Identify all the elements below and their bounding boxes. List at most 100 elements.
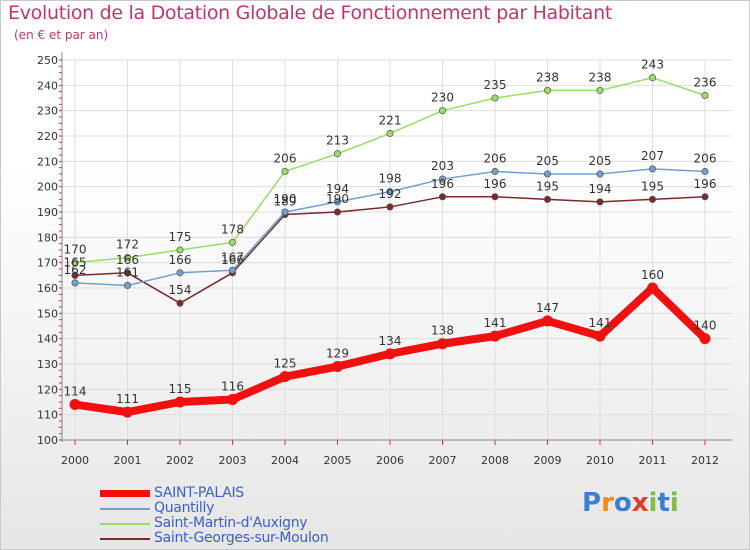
data-point [174, 396, 186, 408]
y-tick-label: 210 [37, 155, 58, 168]
data-point [491, 94, 499, 102]
data-label: 154 [169, 283, 192, 297]
x-tick-label: 2008 [481, 454, 509, 467]
data-point [438, 107, 447, 115]
proxiti-logo: Proxiti [582, 488, 679, 518]
data-point [228, 266, 237, 274]
data-label: 195 [536, 179, 559, 193]
data-label: 230 [431, 91, 454, 105]
data-label: 205 [536, 154, 559, 168]
y-tick-label: 190 [37, 206, 58, 219]
data-point [701, 91, 709, 100]
legend-label: Saint-Georges-sur-Moulon [154, 530, 329, 546]
data-point [596, 170, 604, 178]
data-point [701, 193, 709, 201]
logo-letter: x [631, 488, 649, 518]
y-tick-label: 110 [37, 409, 58, 422]
data-label: 206 [484, 151, 507, 165]
data-point [122, 406, 133, 418]
data-point [279, 371, 291, 383]
data-point [542, 315, 553, 327]
data-point [281, 167, 289, 176]
legend-label: SAINT-PALAIS [154, 485, 244, 501]
y-tick-label: 250 [37, 54, 58, 67]
data-label: 206 [274, 151, 297, 165]
data-label: 196 [484, 177, 507, 191]
logo-letter: P [582, 488, 602, 518]
data-label: 161 [116, 265, 139, 279]
data-label: 235 [484, 78, 507, 92]
data-point [176, 269, 184, 277]
data-point [491, 167, 499, 176]
data-point [227, 393, 238, 405]
legend-label: Saint-Martin-d'Auxigny [154, 515, 308, 531]
data-point [543, 86, 552, 94]
data-point [386, 129, 394, 138]
data-point [332, 361, 343, 373]
data-point [699, 333, 711, 345]
data-label: 115 [169, 382, 192, 396]
data-label: 196 [694, 177, 717, 191]
data-point [281, 208, 289, 216]
data-point [69, 399, 81, 411]
data-label: 167 [221, 250, 244, 264]
data-label: 141 [484, 316, 507, 330]
data-label: 160 [641, 268, 664, 282]
logo-letter: i [648, 488, 658, 518]
data-label: 238 [589, 70, 612, 84]
x-tick-label: 2002 [166, 454, 194, 467]
data-label: 114 [64, 385, 87, 399]
data-point [438, 193, 447, 201]
legend-swatch-quantilly [100, 508, 150, 510]
data-point [386, 203, 394, 211]
y-tick-label: 220 [37, 130, 58, 143]
x-tick-label: 2005 [324, 454, 352, 467]
data-point [333, 208, 342, 216]
data-point [594, 330, 606, 342]
data-label: 111 [116, 392, 139, 406]
data-label: 166 [221, 253, 244, 267]
legend-swatch-saint-georges [100, 538, 150, 540]
data-point [437, 338, 448, 350]
y-tick-label: 100 [37, 434, 58, 447]
data-point [647, 282, 658, 294]
data-point [491, 193, 499, 201]
y-tick-label: 180 [37, 231, 58, 244]
y-tick-label: 240 [37, 79, 58, 92]
data-label: 166 [169, 253, 192, 267]
y-tick-label: 140 [37, 333, 58, 346]
legend-label: Quantilly [154, 500, 215, 516]
legend-swatch-saint-martin [100, 523, 150, 525]
data-label: 129 [326, 347, 349, 361]
data-point [384, 348, 396, 360]
logo-letter: r [601, 488, 614, 518]
x-tick-label: 2000 [61, 454, 89, 467]
x-tick-label: 2006 [376, 454, 404, 467]
data-point [71, 279, 79, 287]
data-label: 172 [116, 238, 139, 252]
logo-letter: t [657, 488, 670, 518]
data-point [648, 165, 657, 173]
x-tick-label: 2012 [691, 454, 719, 467]
data-label: 134 [379, 334, 402, 348]
data-point [543, 170, 552, 178]
x-tick-label: 2010 [586, 454, 614, 467]
data-label: 236 [694, 75, 717, 89]
data-label: 205 [589, 154, 612, 168]
y-tick-label: 160 [37, 282, 58, 295]
data-point [648, 74, 657, 82]
data-point [648, 195, 657, 203]
data-label: 162 [64, 263, 87, 277]
data-label: 207 [641, 149, 664, 163]
y-tick-label: 170 [37, 257, 58, 270]
data-point [386, 188, 394, 196]
data-point [701, 167, 709, 176]
y-tick-label: 200 [37, 181, 58, 194]
data-label: 170 [64, 243, 87, 257]
x-tick-label: 2001 [114, 454, 142, 467]
data-point [596, 198, 604, 206]
data-label: 125 [274, 357, 297, 371]
data-label: 203 [431, 159, 454, 173]
data-label: 198 [379, 172, 402, 186]
